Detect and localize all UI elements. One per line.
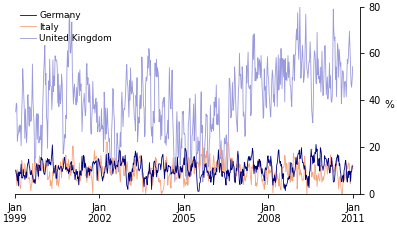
- Line: United Kingdom: United Kingdom: [16, 7, 353, 182]
- Y-axis label: %: %: [384, 100, 394, 110]
- Line: Germany: Germany: [16, 144, 353, 191]
- Line: Italy: Italy: [16, 142, 353, 194]
- Legend: Germany, Italy, United Kingdom: Germany, Italy, United Kingdom: [19, 11, 112, 43]
